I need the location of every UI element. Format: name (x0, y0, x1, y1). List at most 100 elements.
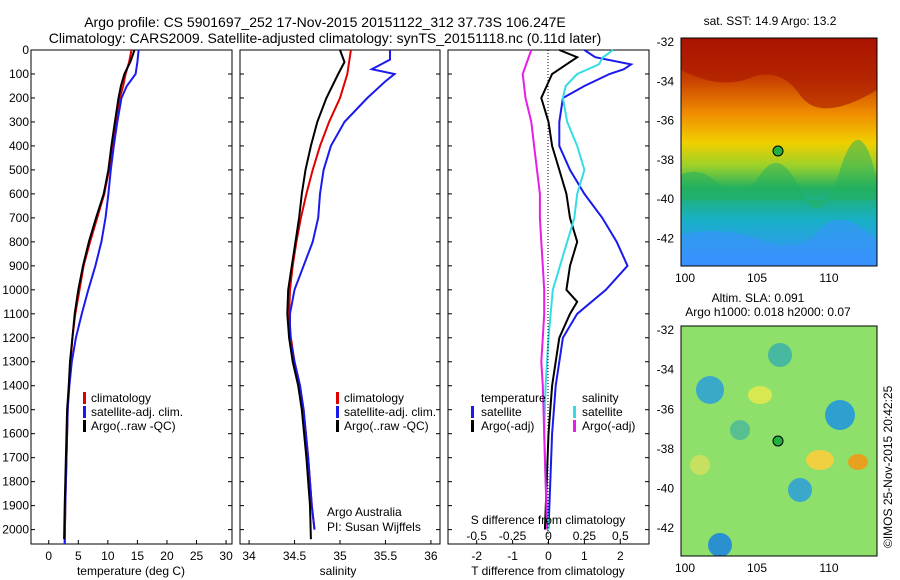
legend-label-climatology: climatology (344, 391, 404, 405)
title-line-1: Argo profile: CS 5901697_252 17-Nov-2015… (84, 14, 566, 30)
legend-label-t-satellite: satellite (481, 405, 522, 419)
sla-map-title-2: Argo h1000: 0.018 h2000: 0.07 (685, 305, 851, 319)
s-diff-tick-label: 0.5 (612, 529, 629, 543)
depth-tick-label: 1200 (2, 331, 29, 345)
legend-swatch-climatology (336, 392, 339, 404)
legend-swatch-t-argo (471, 420, 474, 432)
legend-swatch-argo (83, 420, 86, 432)
sla-map-lat-label: -36 (657, 402, 675, 416)
salinity-tick-label: 34 (242, 549, 256, 563)
legend-label-s-satellite: satellite (582, 405, 623, 419)
depth-tick-label: 1300 (2, 355, 29, 369)
difference-legend: temperature salinity satellite Argo(-adj… (471, 391, 635, 433)
sla-map-lon-label: 110 (819, 561, 838, 575)
legend-swatch-satellite (336, 406, 339, 418)
sla-map (681, 326, 877, 556)
depth-tick-label: 700 (9, 211, 29, 225)
salinity-tick-label: 35.5 (374, 549, 398, 563)
title-line-2: Climatology: CARS2009. Satellite-adjuste… (48, 30, 602, 46)
temperature-tick-label: 5 (75, 549, 82, 563)
sst-map-lon-label: 100 (675, 271, 695, 285)
sla-argo-location-marker (772, 435, 784, 447)
depth-tick-label: 2000 (2, 523, 29, 537)
t-difference-x-label: T difference from climatology (471, 564, 625, 578)
legend-label-climatology: climatology (91, 391, 151, 405)
sla-map-frame (680, 325, 878, 557)
salinity-series-line (289, 50, 397, 530)
depth-tick-label: 1800 (2, 475, 29, 489)
legend-label-s-argo: Argo(-adj) (582, 419, 635, 433)
sst-map-lat-label: -42 (657, 231, 675, 245)
difference-series-line (540, 49, 580, 530)
legend-label-argo: Argo(..raw -QC) (91, 419, 176, 433)
t-diff-tick-label: -2 (471, 549, 482, 563)
temperature-legend: climatology satellite-adj. clim. Argo(..… (83, 391, 183, 433)
sla-map-lon-label: 100 (675, 561, 695, 575)
sla-map-lon-label: 105 (747, 561, 767, 575)
sst-map-lat-label: -32 (657, 35, 675, 49)
sst-map-lon-label: 105 (747, 271, 767, 285)
depth-tick-label: 1600 (2, 427, 29, 441)
s-difference-label: S difference from climatology (471, 513, 626, 527)
legend-swatch-s-argo (573, 420, 576, 432)
depth-tick-label: 500 (9, 163, 29, 177)
legend-swatch-climatology (83, 392, 86, 404)
sla-map-lat-label: -32 (657, 323, 675, 337)
legend-swatch-argo (336, 420, 339, 432)
temperature-series-line (63, 49, 140, 545)
salinity-legend: climatology satellite-adj. clim. Argo(..… (336, 391, 436, 433)
t-diff-tick-label: 2 (617, 549, 624, 563)
sst-map-lat-label: -36 (657, 114, 675, 128)
depth-tick-label: 1000 (2, 283, 29, 297)
salinity-tick-label: 35 (333, 549, 347, 563)
difference-series-line (521, 49, 549, 530)
sla-map-title-1: Altim. SLA: 0.091 (712, 291, 805, 305)
legend-head-temperature: temperature (481, 391, 546, 405)
depth-tick-label: 200 (9, 91, 29, 105)
difference-series-line (543, 49, 614, 530)
depth-tick-label: 300 (9, 115, 29, 129)
s-diff-tick-label: -0.5 (466, 529, 487, 543)
legend-label-argo: Argo(..raw -QC) (344, 419, 429, 433)
depth-tick-label: 1100 (3, 307, 29, 321)
s-diff-tick-label: 0.25 (573, 529, 597, 543)
imos-stamp: ©IMOS 25-Nov-2015 20:42:25 (881, 385, 895, 548)
sst-map-lat-label: -34 (657, 74, 675, 88)
legend-swatch-t-satellite (471, 406, 474, 418)
sst-argo-location-marker (772, 145, 784, 157)
credit-line-2: PI: Susan Wijffels (327, 520, 421, 534)
t-diff-tick-label: 0 (545, 549, 552, 563)
temperature-tick-label: 25 (190, 549, 204, 563)
temperature-series-line (63, 49, 133, 545)
salinity-series-line (288, 49, 352, 530)
depth-tick-label: 600 (9, 187, 29, 201)
s-diff-tick-label: 0 (545, 529, 552, 543)
salinity-panel-frame (239, 49, 441, 545)
difference-series-line (547, 49, 634, 530)
t-diff-tick-label: 1 (581, 549, 588, 563)
temperature-tick-label: 10 (101, 549, 115, 563)
sst-map (681, 38, 877, 266)
temperature-panel-frame (30, 49, 233, 545)
legend-label-satellite: satellite-adj. clim. (91, 405, 183, 419)
sst-map-frame (680, 37, 878, 267)
temperature-tick-label: 15 (131, 549, 145, 563)
depth-tick-label: 100 (9, 67, 29, 81)
legend-head-salinity: salinity (582, 391, 619, 405)
t-diff-tick-label: -1 (507, 549, 518, 563)
salinity-x-label: salinity (320, 564, 357, 578)
salinity-tick-label: 34.5 (283, 549, 307, 563)
depth-tick-label: 1900 (2, 499, 29, 513)
depth-tick-label: 0 (22, 43, 29, 57)
depth-tick-label: 1400 (2, 379, 29, 393)
sla-map-lat-label: -38 (657, 442, 675, 456)
sst-map-lon-label: 110 (819, 271, 838, 285)
sst-map-lat-label: -40 (657, 192, 675, 206)
sla-map-lat-label: -42 (657, 521, 675, 535)
s-diff-tick-label: -0.25 (499, 529, 527, 543)
depth-tick-label: 1500 (2, 403, 29, 417)
sst-map-lat-label: -38 (657, 153, 675, 167)
depth-tick-label: 400 (9, 139, 29, 153)
temperature-x-label: temperature (deg C) (77, 564, 185, 578)
temperature-tick-label: 30 (219, 549, 233, 563)
